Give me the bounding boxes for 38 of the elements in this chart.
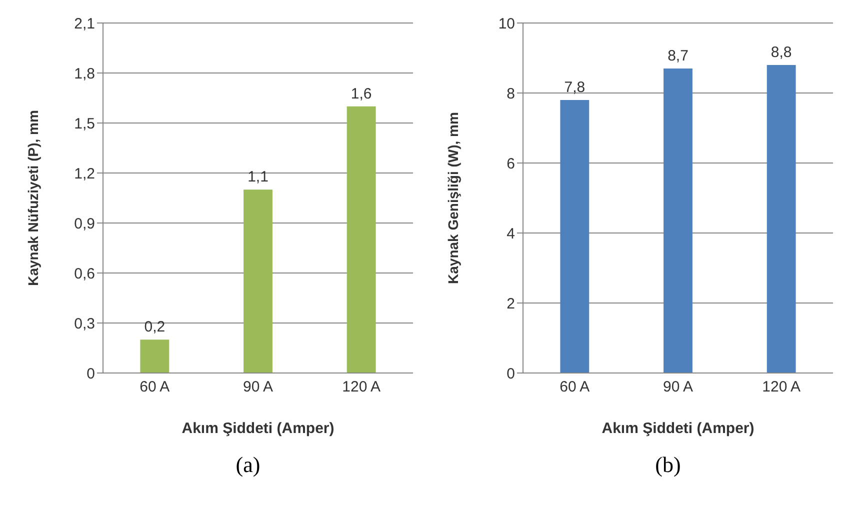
text: (a) — [234, 452, 262, 478]
y-tick-label: 1,5 — [74, 115, 95, 132]
data-label: 8,8 — [770, 44, 792, 61]
y-tick-label: 0,3 — [74, 315, 95, 332]
y-tick-label: 6 — [506, 155, 515, 172]
data-label: 0,2 — [144, 318, 166, 336]
bar — [766, 65, 796, 373]
bar — [140, 340, 170, 373]
y-axis-title: Kaynak Genişliği (W), mm — [444, 112, 461, 284]
bar — [560, 100, 590, 373]
y-tick-label: 1,8 — [74, 65, 95, 82]
x-tick-label: 120 A — [342, 378, 381, 396]
data-label: 1,1 — [248, 168, 268, 186]
y-tick-label: 1,2 — [74, 165, 95, 182]
x-tick-label: 120 A — [762, 378, 801, 396]
x-tick-label: 90 A — [242, 378, 274, 396]
y-tick-label: 0,6 — [74, 265, 95, 282]
y-axis-title: Kaynak Nüfuziyeti (P), mm — [24, 110, 41, 286]
y-tick-label: 0 — [86, 365, 95, 382]
x-tick-label: 60 A — [560, 378, 590, 396]
y-tick-label: 2 — [506, 295, 515, 312]
data-label: 1,6 — [350, 85, 372, 102]
text: (b) — [654, 452, 682, 478]
y-tick-label: 0 — [506, 365, 515, 382]
y-tick-label: 0,9 — [74, 215, 95, 232]
y-tick-label: 10 — [498, 15, 515, 32]
x-tick-label: 90 A — [662, 378, 694, 396]
bar — [664, 68, 692, 373]
bar — [244, 190, 272, 373]
bar — [346, 106, 376, 373]
y-tick-label: 4 — [506, 225, 515, 242]
data-label: 7,8 — [564, 79, 586, 96]
x-axis-title: Akım Şiddeti (Amper) — [182, 420, 334, 437]
y-tick-label: 2,1 — [74, 15, 95, 32]
x-tick-label: 60 A — [140, 378, 170, 396]
x-axis-title: Akım Şiddeti (Amper) — [602, 420, 754, 437]
data-label: 8,7 — [668, 48, 688, 64]
y-tick-label: 8 — [506, 85, 515, 102]
